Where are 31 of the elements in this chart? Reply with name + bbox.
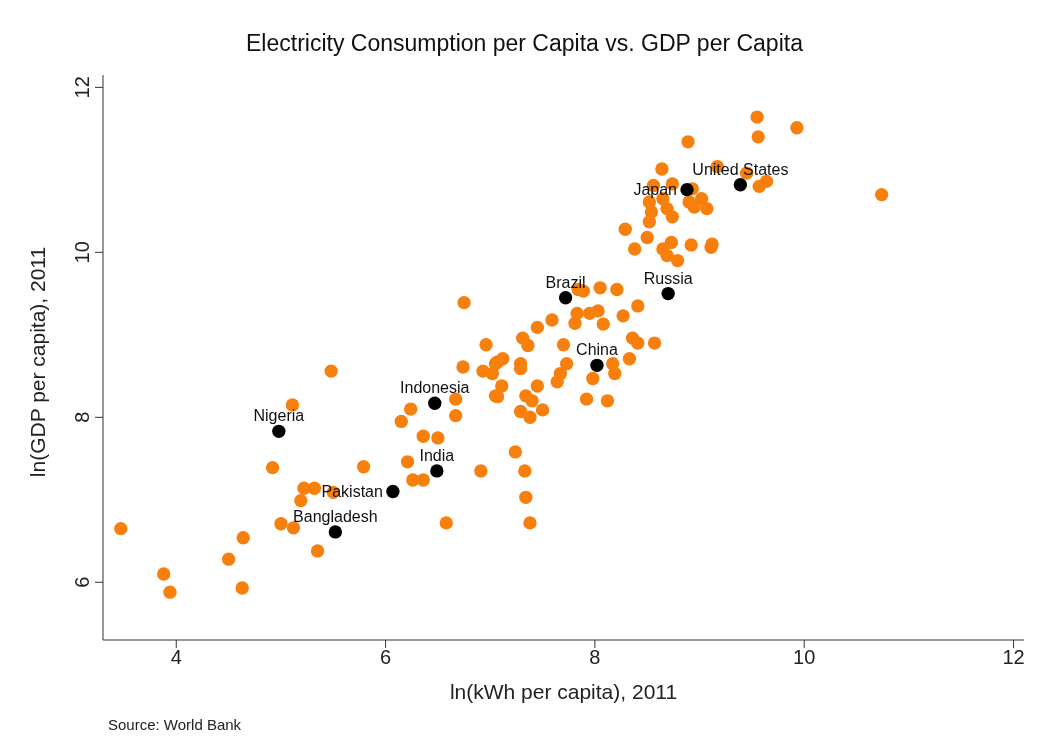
chart-title: Electricity Consumption per Capita vs. GDP per Capita (245, 30, 804, 57)
annotation: India (419, 446, 455, 464)
annotation: Brazil (545, 273, 586, 291)
x-tick-label: 6 (380, 646, 392, 669)
source-note: Source: World Bank (108, 716, 242, 733)
annotation: Russia (643, 269, 693, 287)
annotation: Bangladesh (293, 507, 378, 525)
y-tick-label: 12 (71, 76, 93, 99)
y-tick-label: 8 (71, 411, 93, 423)
point (733, 178, 748, 192)
point (590, 358, 604, 372)
point (680, 182, 694, 197)
annotation: United States (692, 160, 789, 178)
y-tick-label: 6 (71, 576, 93, 588)
x-tick-label: 12 (1002, 646, 1025, 669)
x-tick-label: 10 (793, 646, 816, 669)
x-axis-title: ln(kWh per capita), 2011 (448, 680, 679, 704)
annotation: Nigeria (253, 407, 305, 425)
point (430, 464, 444, 478)
point (661, 286, 675, 301)
annotation: China (576, 341, 618, 359)
point (558, 291, 573, 305)
y-tick-label: 10 (71, 241, 93, 264)
x-tick-label: 8 (589, 646, 601, 669)
point (272, 424, 286, 438)
point (428, 396, 442, 410)
point (328, 525, 343, 539)
y-axis-title: ln(GDP per capita), 2011 (26, 246, 50, 477)
x-tick-label: 4 (170, 646, 182, 669)
annotation: Indonesia (400, 379, 470, 397)
point (386, 484, 400, 499)
